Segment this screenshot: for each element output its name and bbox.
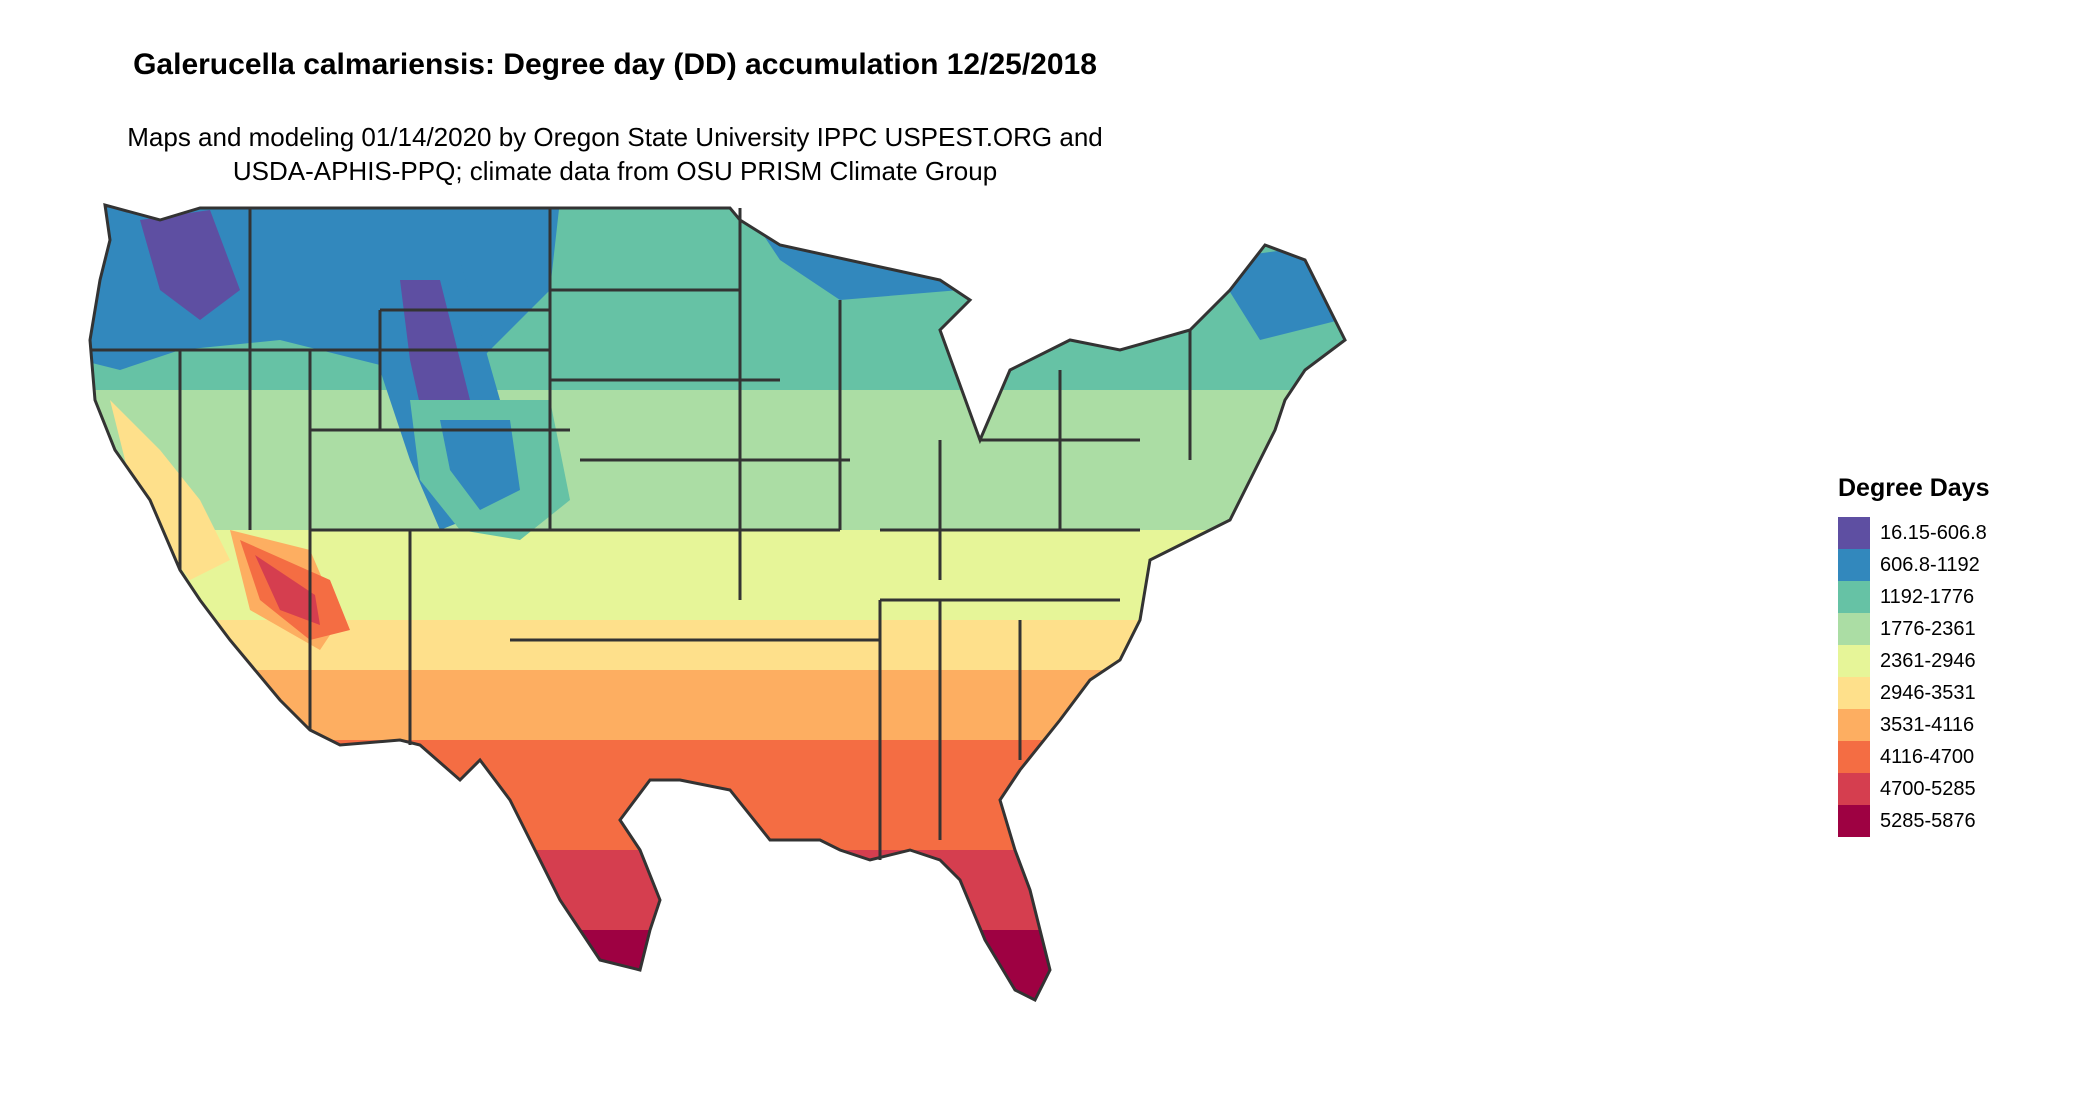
legend-label: 1192-1776 [1880,585,1975,608]
legend-label: 606.8-1192 [1880,553,1980,576]
legend-swatch [1838,517,1870,549]
state-boundaries [88,203,1347,1002]
legend-item: 3531-4116 [1838,709,2078,741]
zone-fill [255,555,320,625]
subtitle-line-2: USDA-APHIS-PPQ; climate data from OSU PR… [232,156,998,186]
legend-item: 606.8-1192 [1838,549,2078,581]
legend-label: 1776-2361 [1880,617,1976,640]
map-subtitle: Maps and modeling 01/14/2020 by Oregon S… [0,120,1230,188]
legend-swatch [1838,677,1870,709]
legend-label: 2946-3531 [1880,681,1976,704]
legend-swatch [1838,773,1870,805]
legend-swatch [1838,613,1870,645]
zone-fill [140,210,240,320]
legend-title: Degree Days [1838,474,1990,502]
legend-label: 3531-4116 [1880,713,1975,736]
legend-swatch [1838,581,1870,613]
legend-items: 16.15-606.8 606.8-1192 1192-1776 1776-2361 2… [1838,517,2078,837]
legend-label: 2361-2946 [1880,649,1976,672]
legend-item: 1192-1776 [1838,581,2078,613]
legend-swatch [1838,805,1870,837]
legend-label: 5285-5876 [1880,809,1976,832]
legend-item: 2361-2946 [1838,645,2078,677]
legend-item: 5285-5876 [1838,805,2078,837]
legend: Degree Days 16.15-606.8 606.8-1192 1192-17… [1838,474,2078,837]
legend-swatch [1838,741,1870,773]
legend-label: 16.15-606.8 [1880,521,1987,544]
zone-fill [440,420,520,510]
subtitle-line-1: Maps and modeling 01/14/2020 by Oregon S… [127,122,1103,152]
degree-day-map [88,203,1347,1002]
legend-label: 4116-4700 [1880,745,1975,768]
legend-swatch [1838,549,1870,581]
map-title: Galerucella calmariensis: Degree day (DD… [133,48,1097,81]
legend-label: 4700-5285 [1880,777,1976,800]
legend-item: 2946-3531 [1838,677,2078,709]
zone-fill [110,400,230,580]
legend-item: 4116-4700 [1838,741,2078,773]
legend-swatch [1838,645,1870,677]
legend-item: 16.15-606.8 [1838,517,2078,549]
zone-fill [90,930,1345,1000]
legend-item: 1776-2361 [1838,613,2078,645]
legend-item: 4700-5285 [1838,773,2078,805]
legend-swatch [1838,709,1870,741]
